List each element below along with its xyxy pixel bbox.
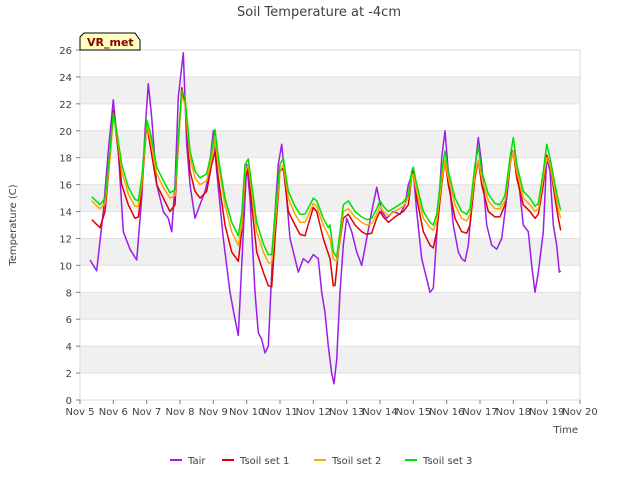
legend-label: Tsoil set 3: [422, 456, 472, 467]
grid-band: [80, 319, 580, 347]
x-tick-label: Nov 7: [132, 407, 161, 418]
y-tick-label: 8: [66, 288, 72, 299]
y-tick-label: 26: [59, 46, 72, 57]
x-tick-label: Nov 10: [229, 407, 264, 418]
grid-band: [80, 50, 580, 77]
x-tick-label: Nov 8: [165, 407, 194, 418]
x-tick-label: Nov 9: [199, 407, 228, 418]
y-tick-label: 20: [59, 127, 72, 138]
grid-band: [80, 292, 580, 320]
x-tick-label: Nov 18: [496, 407, 531, 418]
legend: Tair Tsoil set 1 Tsoil set 2 Tsoil set 3: [170, 456, 472, 467]
legend-label: Tsoil set 1: [239, 456, 289, 467]
x-tick-label: Nov 13: [329, 407, 364, 418]
site-badge-box: [79, 32, 141, 51]
grid-bands: [80, 49, 580, 401]
y-tick-label: 24: [59, 73, 72, 84]
x-tick-label: Nov 6: [99, 407, 128, 418]
y-tick-label: 0: [66, 396, 72, 407]
y-tick-label: 22: [59, 100, 72, 111]
y-tick-label: 16: [59, 181, 72, 192]
grid-band: [80, 373, 580, 400]
y-tick-label: 2: [66, 369, 72, 380]
y-tick-label: 14: [59, 208, 72, 219]
x-tick-label: Nov 14: [362, 407, 397, 418]
x-tick-label: Nov 19: [529, 407, 564, 418]
site-badge-label: VR_met: [87, 36, 134, 49]
x-tick-label: Nov 20: [562, 407, 597, 418]
legend-label: Tair: [187, 456, 206, 467]
grid-band: [80, 265, 580, 293]
x-tick-label: Nov 12: [296, 407, 331, 418]
y-tick-label: 4: [66, 342, 72, 353]
y-axis-label: Temperature (C): [8, 184, 19, 266]
series-line-tsoil-set-3: [91, 89, 562, 259]
grid-band: [80, 76, 580, 104]
legend-label: Tsoil set 2: [331, 456, 381, 467]
y-tick-label: 6: [66, 315, 72, 326]
x-tick-label: Nov 16: [429, 407, 464, 418]
grid-band: [80, 103, 580, 131]
y-tick-label: 18: [59, 154, 72, 165]
x-tick-label: Nov 17: [462, 407, 497, 418]
chart-title: Soil Temperature at -4cm: [237, 5, 401, 20]
plot-frame: [79, 49, 581, 401]
series-lines: [89, 51, 562, 385]
y-tick-label: 12: [59, 234, 72, 245]
x-tick-label: Nov 5: [65, 407, 94, 418]
series-line-tair: [89, 51, 562, 385]
x-axis-label: Time: [553, 425, 578, 436]
grid-band: [80, 130, 580, 158]
x-tick-label: Nov 15: [396, 407, 431, 418]
site-badge: VR_met: [79, 32, 141, 51]
y-tick-label: 10: [59, 261, 72, 272]
x-tick-label: Nov 11: [262, 407, 297, 418]
